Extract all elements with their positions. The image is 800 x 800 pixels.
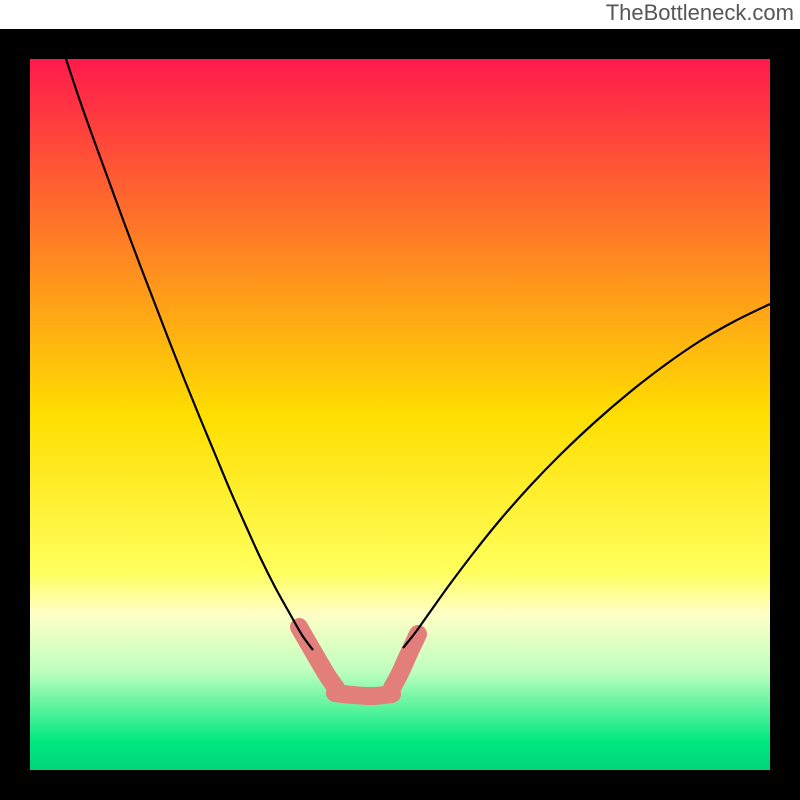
highlight-segment-bottom: [335, 693, 392, 696]
bottleneck-chart: [0, 0, 800, 800]
